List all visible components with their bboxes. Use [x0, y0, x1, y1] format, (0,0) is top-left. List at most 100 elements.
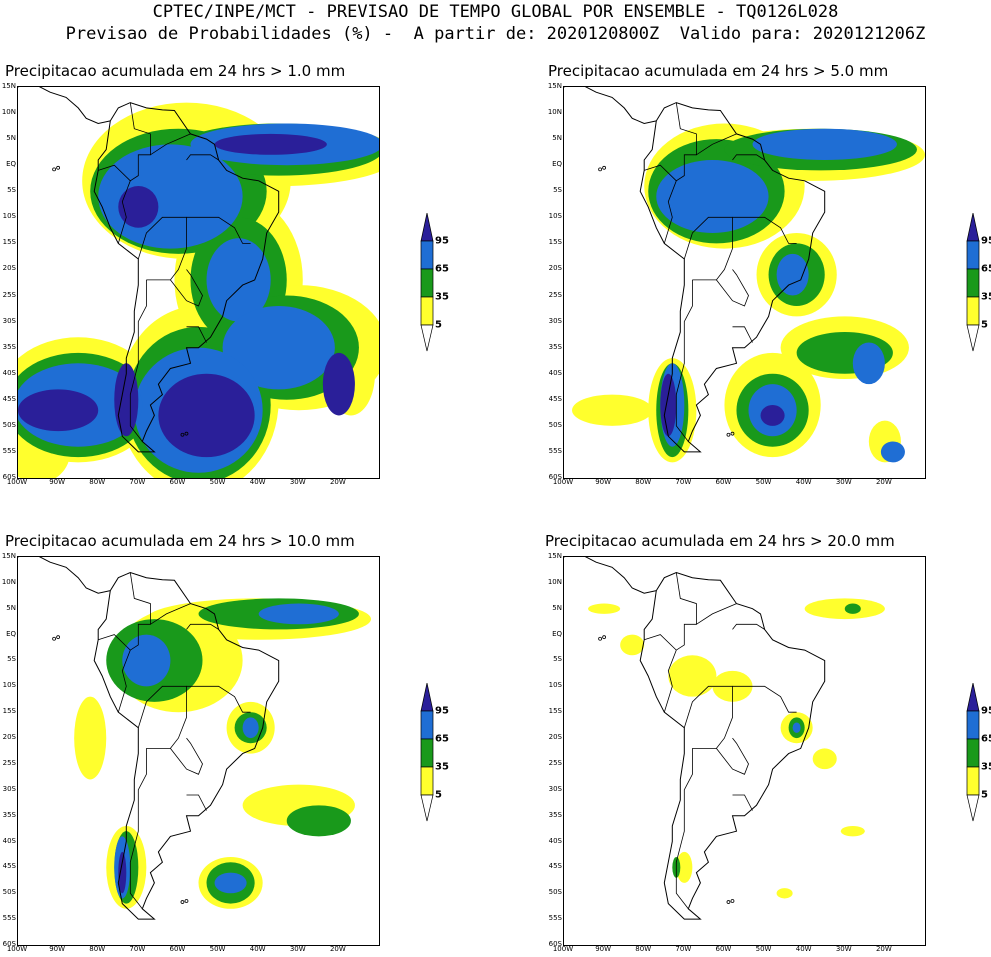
prob-area-c5	[74, 697, 106, 780]
lon-tick-label: 70W	[675, 478, 691, 486]
lat-tick-label: 15S	[540, 707, 562, 715]
lon-tick-label: 60W	[170, 945, 186, 953]
coastline	[640, 573, 825, 920]
lat-tick-label: 30S	[0, 317, 16, 325]
prob-area-c65	[656, 160, 768, 233]
country-border	[170, 738, 202, 774]
legend-label: 95	[981, 236, 991, 247]
lon-tick-label: 40W	[796, 945, 812, 953]
legend-swatch-c35	[967, 269, 979, 297]
lon-tick-label: 30W	[290, 478, 306, 486]
legend-label: 95	[981, 706, 991, 717]
legend-swatch-95	[421, 213, 433, 241]
lon-tick-label: 20W	[330, 478, 346, 486]
lat-tick-label: 15S	[540, 238, 562, 246]
lon-tick-label: 40W	[796, 478, 812, 486]
legend-swatch-c35	[967, 739, 979, 767]
prob-area-c65	[259, 604, 339, 625]
legend-swatch-0	[421, 325, 433, 351]
island	[727, 901, 730, 904]
lon-tick-label: 30W	[836, 478, 852, 486]
prob-area-c5	[588, 604, 620, 614]
prob-area-c95	[18, 389, 98, 431]
legend-label: 5	[435, 790, 442, 801]
legend-label: 35	[981, 292, 991, 303]
lat-tick-label: 45S	[540, 395, 562, 403]
prob-area-c65	[753, 129, 897, 160]
lat-tick-label: 50S	[540, 421, 562, 429]
prob-area-c65	[777, 254, 809, 296]
lat-tick-label: 55S	[0, 447, 16, 455]
lat-tick-label: 25S	[0, 291, 16, 299]
lon-tick-label: 90W	[595, 945, 611, 953]
prob-area-c65	[122, 635, 170, 687]
lat-tick-label: 40S	[540, 369, 562, 377]
lat-tick-label: 10N	[540, 578, 562, 586]
island	[603, 636, 606, 639]
legend-swatch-c65	[421, 711, 433, 739]
central-america-coast	[18, 87, 110, 124]
lat-tick-label: 5N	[540, 604, 562, 612]
prob-area-c35	[845, 604, 861, 614]
lat-tick-label: 40S	[0, 837, 16, 845]
lat-tick-label: 15N	[0, 552, 16, 560]
legend-swatch-0	[967, 795, 979, 821]
lat-tick-label: 5N	[0, 604, 16, 612]
prob-area-c5	[813, 748, 837, 769]
prob-area-c5	[620, 635, 644, 656]
lat-tick-label: 25S	[540, 759, 562, 767]
legend-label: 35	[435, 762, 449, 773]
map-svg	[18, 87, 379, 478]
lon-tick-label: 100W	[553, 478, 573, 486]
lon-tick-label: 90W	[49, 945, 65, 953]
legend-label: 65	[981, 734, 991, 745]
lat-tick-label: 5N	[540, 134, 562, 142]
country-border	[187, 795, 207, 811]
legend-label: 65	[435, 264, 449, 275]
lon-tick-label: 90W	[49, 478, 65, 486]
prob-area-c5	[668, 655, 716, 696]
prob-area-c95	[761, 405, 785, 426]
lat-tick-label: 5S	[540, 655, 562, 663]
legend-swatch-c5	[967, 767, 979, 795]
lon-tick-label: 50W	[756, 945, 772, 953]
legend-label: 35	[435, 292, 449, 303]
lon-tick-label: 20W	[876, 478, 892, 486]
lat-tick-label: 10N	[0, 578, 16, 586]
legend-swatch-c35	[421, 269, 433, 297]
legend-swatch-95	[967, 683, 979, 711]
prob-area-c65	[215, 873, 247, 894]
lat-tick-label: 55S	[540, 447, 562, 455]
lon-tick-label: 40W	[250, 478, 266, 486]
lat-tick-label: EQ	[540, 160, 562, 168]
lon-tick-label: 30W	[290, 945, 306, 953]
country-border	[676, 573, 736, 625]
legend-swatch-c5	[421, 297, 433, 325]
lat-tick-label: 25S	[0, 759, 16, 767]
legend-bar	[420, 213, 434, 353]
map-svg	[564, 557, 925, 945]
country-border	[733, 795, 753, 811]
prob-area-c65	[853, 342, 885, 384]
central-america-coast	[564, 87, 656, 124]
legend-swatch-c65	[421, 241, 433, 269]
island	[603, 166, 606, 169]
legend-bar	[966, 683, 980, 823]
legend-swatch-c5	[421, 767, 433, 795]
legend-swatch-95	[421, 683, 433, 711]
country-border	[676, 748, 692, 908]
island	[731, 900, 734, 903]
legend-swatch-0	[967, 325, 979, 351]
lat-tick-label: 40S	[0, 369, 16, 377]
legend-label: 65	[435, 734, 449, 745]
prob-area-c65	[793, 723, 801, 733]
prob-area-c65	[243, 717, 259, 738]
prob-area-c95	[215, 134, 327, 155]
island	[727, 433, 730, 436]
lat-tick-label: 10N	[540, 108, 562, 116]
island	[57, 166, 60, 169]
lat-tick-label: 10S	[0, 681, 16, 689]
lon-tick-label: 50W	[210, 945, 226, 953]
lat-tick-label: 50S	[0, 888, 16, 896]
prob-area-c5	[777, 888, 793, 898]
